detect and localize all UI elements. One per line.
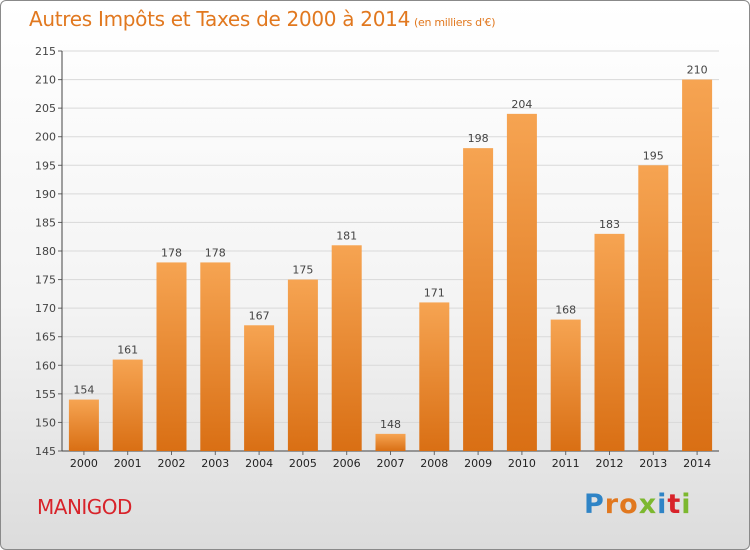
bar-value-label: 175 (292, 264, 313, 277)
bar (638, 165, 669, 452)
bar-value-label: 204 (511, 98, 532, 111)
x-tick-label: 2003 (201, 457, 229, 470)
bar-value-label: 171 (424, 286, 445, 299)
bar-value-label: 167 (249, 309, 270, 322)
y-tick-label: 210 (35, 74, 56, 87)
x-tick-label: 2012 (596, 457, 624, 470)
bar (506, 113, 537, 451)
chart-title: Autres Impôts et Taxes de 2000 à 2014 (en… (29, 7, 495, 31)
logo-letter: t (667, 489, 682, 520)
bar (156, 262, 187, 451)
bar-value-label: 154 (73, 384, 94, 397)
bar-value-label: 168 (555, 304, 576, 317)
x-tick-label: 2007 (377, 457, 405, 470)
logo-letter: r (604, 489, 620, 520)
y-tick-label: 165 (35, 331, 56, 344)
bar (112, 359, 143, 451)
bar-value-label: 198 (468, 132, 489, 145)
y-tick-label: 205 (35, 102, 56, 115)
y-tick-label: 145 (35, 445, 56, 458)
bar (68, 399, 99, 451)
x-tick-label: 2010 (508, 457, 536, 470)
bar (550, 319, 581, 451)
bar-value-label: 178 (205, 246, 226, 259)
y-tick-label: 215 (35, 45, 56, 58)
bar (287, 279, 318, 451)
bar (200, 262, 231, 451)
proxiti-logo: Proxiti (584, 489, 692, 520)
x-tick-label: 2009 (464, 457, 492, 470)
y-tick-label: 195 (35, 159, 56, 172)
bar-value-label: 210 (687, 64, 708, 77)
x-tick-label: 2006 (333, 457, 361, 470)
bar (463, 148, 494, 451)
logo-letter: o (619, 489, 639, 520)
logo-letter: i (657, 489, 668, 520)
city-name: MANIGOD (37, 495, 132, 519)
logo-letter: x (638, 489, 658, 520)
y-tick-label: 170 (35, 302, 56, 315)
chart-title-text: Autres Impôts et Taxes de 2000 à 2014 (29, 7, 410, 31)
y-tick-label: 200 (35, 131, 56, 144)
x-tick-label: 2013 (639, 457, 667, 470)
bar-value-label: 195 (643, 149, 664, 162)
bar (331, 245, 362, 451)
x-tick-label: 2004 (245, 457, 273, 470)
bar (244, 325, 275, 451)
y-tick-label: 185 (35, 216, 56, 229)
x-tick-label: 2008 (420, 457, 448, 470)
y-tick-label: 155 (35, 388, 56, 401)
logo-letter: P (584, 489, 605, 520)
x-tick-label: 2001 (114, 457, 142, 470)
bar-value-label: 161 (117, 344, 138, 357)
x-tick-label: 2014 (683, 457, 711, 470)
bar (419, 302, 450, 451)
y-tick-label: 190 (35, 188, 56, 201)
y-tick-label: 175 (35, 274, 56, 287)
bar (375, 433, 406, 451)
x-tick-label: 2000 (70, 457, 98, 470)
chart-unit: (en milliers d'€) (414, 16, 496, 29)
bar (682, 79, 713, 452)
bar-value-label: 181 (336, 229, 357, 242)
x-tick-label: 2002 (158, 457, 186, 470)
logo-letter: i (681, 489, 692, 520)
y-tick-label: 180 (35, 245, 56, 258)
y-tick-label: 150 (35, 416, 56, 429)
x-tick-label: 2011 (552, 457, 580, 470)
x-tick-label: 2005 (289, 457, 317, 470)
bar-value-label: 183 (599, 218, 620, 231)
bar-value-label: 178 (161, 246, 182, 259)
y-tick-label: 160 (35, 359, 56, 372)
bar-value-label: 148 (380, 418, 401, 431)
bar (594, 233, 625, 451)
